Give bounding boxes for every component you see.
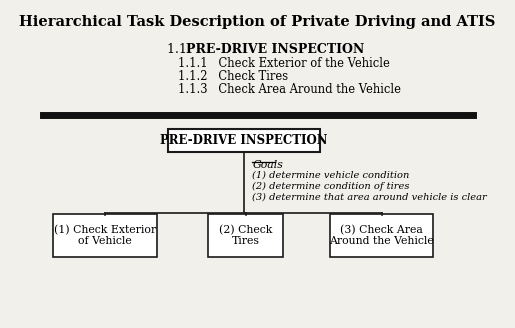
FancyBboxPatch shape [330, 214, 434, 257]
Text: (1) Check Exterior
of Vehicle: (1) Check Exterior of Vehicle [54, 225, 157, 246]
Text: 1.1.2   Check Tires: 1.1.2 Check Tires [178, 70, 288, 83]
Text: (3) Check Area
Around the Vehicle: (3) Check Area Around the Vehicle [329, 225, 434, 246]
Text: (2) determine condition of tires: (2) determine condition of tires [252, 182, 410, 191]
Text: PRE-DRIVE INSPECTION: PRE-DRIVE INSPECTION [160, 134, 328, 147]
Text: PRE-DRIVE INSPECTION: PRE-DRIVE INSPECTION [186, 43, 364, 56]
Text: (1) determine vehicle condition: (1) determine vehicle condition [252, 171, 410, 180]
Text: (2) Check
Tires: (2) Check Tires [219, 225, 272, 246]
FancyBboxPatch shape [208, 214, 283, 257]
FancyBboxPatch shape [168, 129, 319, 152]
Text: 1.1.3   Check Area Around the Vehicle: 1.1.3 Check Area Around the Vehicle [178, 83, 401, 96]
Text: 1.1: 1.1 [166, 43, 194, 56]
Text: 1.1.1   Check Exterior of the Vehicle: 1.1.1 Check Exterior of the Vehicle [178, 57, 389, 70]
Text: Hierarchical Task Description of Private Driving and ATIS: Hierarchical Task Description of Private… [19, 15, 495, 29]
FancyBboxPatch shape [54, 214, 157, 257]
Text: (3) determine that area around vehicle is clear: (3) determine that area around vehicle i… [252, 193, 487, 202]
Text: Goals: Goals [252, 160, 283, 170]
